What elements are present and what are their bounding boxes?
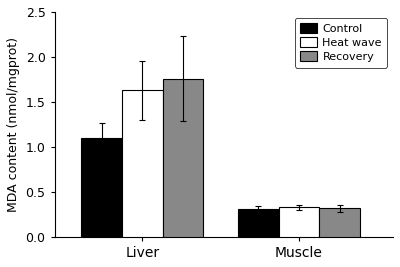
Bar [122,90,163,237]
Bar [319,208,360,237]
Bar [238,209,279,237]
Legend: Control, Heat wave, Recovery: Control, Heat wave, Recovery [295,18,388,68]
Bar [279,207,319,237]
Y-axis label: MDA content (nmol/mgprot): MDA content (nmol/mgprot) [7,37,20,212]
Bar [163,78,204,237]
Bar [81,138,122,237]
